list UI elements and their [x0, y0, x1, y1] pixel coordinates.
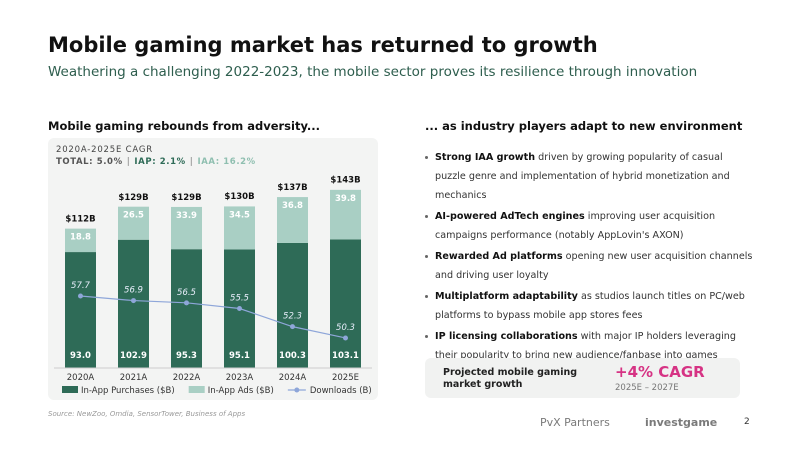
- bar-segment: [277, 242, 308, 368]
- legend-swatch: [188, 386, 205, 393]
- bullet-text: with major IP holders leveraging their p…: [435, 331, 736, 361]
- bullet-text: as studios launch titles on PC/web platf…: [435, 291, 745, 321]
- cagr-values: TOTAL: 5.0% | IAP: 2.1% | IAA: 16.2%: [56, 157, 256, 167]
- total-label: $129B: [171, 193, 201, 203]
- bullet: IP licensing collaborations with major I…: [425, 327, 755, 365]
- bar-label: 93.0: [70, 351, 91, 361]
- subtitle: Weathering a challenging 2022-2023, the …: [48, 64, 698, 80]
- bar-label: 95.1: [229, 351, 250, 361]
- line-point: [237, 306, 242, 311]
- legend-label: In-App Purchases ($B): [81, 386, 175, 396]
- legend-swatch: [62, 386, 78, 393]
- bullet-bold: Rewarded Ad platforms: [435, 251, 563, 262]
- line-point: [343, 335, 348, 341]
- projection-value: +4% CAGR: [615, 363, 705, 381]
- cagr-item: IAA: 16.2%: [197, 157, 255, 167]
- bullet-bold: Multiplatform adaptability: [435, 291, 578, 302]
- bullet-bold: Strong IAA growth: [435, 152, 536, 163]
- bullet-bold: AI-powered AdTech engines: [435, 211, 585, 222]
- total-label: $112B: [65, 214, 95, 224]
- line-point: [184, 300, 189, 306]
- cagr-item: IAP: 2.1%: [134, 157, 185, 167]
- projection-label: Projected mobile gaming market growth: [443, 367, 578, 390]
- legend-label: In-App Ads ($B): [208, 386, 274, 396]
- bullet-text: driven by growing popularity of casual p…: [435, 152, 730, 201]
- bar-segment: [65, 252, 96, 368]
- x-tick-label: 2024A: [279, 373, 307, 383]
- line-point: [131, 298, 136, 304]
- cagr-separator: |: [190, 157, 194, 167]
- line-label: 52.3: [283, 312, 302, 322]
- bar-segment: [171, 249, 202, 368]
- bullet: AI-powered AdTech engines improving user…: [425, 207, 755, 245]
- line-point: [78, 293, 83, 299]
- bar-label: 100.3: [279, 351, 306, 361]
- line-label: 57.7: [71, 281, 91, 291]
- total-label: $130B: [224, 192, 254, 202]
- source: Source: NewZoo, Omdia, SensorTower, Busi…: [48, 410, 246, 418]
- bullet: Rewarded Ad platforms opening new user a…: [425, 247, 755, 285]
- bar-label: 33.9: [176, 211, 197, 221]
- total-label: $137B: [277, 183, 307, 193]
- chart-panel: [48, 138, 378, 400]
- x-tick-label: 2025E: [332, 373, 359, 383]
- bullet-bold: IP licensing collaborations: [435, 331, 578, 342]
- cagr-separator: |: [127, 157, 131, 167]
- cagr-label: 2020A-2025E CAGR: [56, 145, 153, 155]
- bar-label: 95.3: [176, 351, 197, 361]
- line: [80, 295, 346, 339]
- x-tick-label: 2022A: [173, 373, 201, 383]
- bar-label: 103.1: [332, 351, 359, 361]
- bar-label: 102.9: [120, 351, 147, 361]
- logo: investgame: [645, 416, 718, 429]
- bar-segment: [118, 239, 149, 368]
- bar-segment: [330, 189, 361, 240]
- legend-label: Downloads (B): [310, 386, 372, 396]
- bar-segment: [277, 197, 308, 243]
- line-point: [290, 324, 295, 330]
- total-label: $143B: [330, 176, 360, 186]
- left-heading: Mobile gaming rebounds from adversity...: [48, 119, 321, 133]
- bar-segment: [330, 239, 361, 368]
- x-tick-label: 2021A: [120, 373, 148, 383]
- projection-range: 2025E – 2027E: [615, 383, 679, 393]
- line-label: 55.5: [230, 294, 249, 304]
- bullet-text: opening new user acquisition channels an…: [435, 251, 753, 281]
- bar-segment: [224, 206, 255, 250]
- title: Mobile gaming market has returned to gro…: [48, 33, 598, 57]
- bar-segment: [65, 228, 96, 253]
- bar-label: 34.5: [229, 210, 250, 220]
- total-label: $129B: [118, 193, 148, 203]
- bullet: Multiplatform adaptability as studios la…: [425, 287, 755, 325]
- line-label: 56.9: [124, 286, 143, 296]
- projection-box: Projected mobile gaming market growth +4…: [425, 358, 740, 398]
- bar-label: 36.8: [282, 201, 303, 211]
- page-number: 2: [744, 417, 750, 427]
- line-label: 50.3: [336, 323, 355, 333]
- bar-segment: [118, 206, 149, 240]
- bullet: Strong IAA growth driven by growing popu…: [425, 148, 755, 205]
- bar-label: 26.5: [123, 211, 144, 221]
- x-tick-label: 2020A: [67, 373, 95, 383]
- bar-segment: [171, 206, 202, 250]
- logo: PvX Partners: [540, 416, 610, 429]
- legend-swatch: [294, 387, 300, 393]
- right-heading: ... as industry players adapt to new env…: [425, 119, 743, 133]
- x-tick-label: 2023A: [226, 373, 254, 383]
- line-label: 56.5: [177, 288, 196, 298]
- bullet-list: Strong IAA growth driven by growing popu…: [425, 148, 755, 367]
- cagr-item: TOTAL: 5.0%: [56, 157, 123, 167]
- bullet-text: improving user acquisition campaigns per…: [435, 211, 716, 241]
- bar-label: 39.8: [335, 194, 356, 204]
- bar-label: 18.8: [70, 233, 91, 243]
